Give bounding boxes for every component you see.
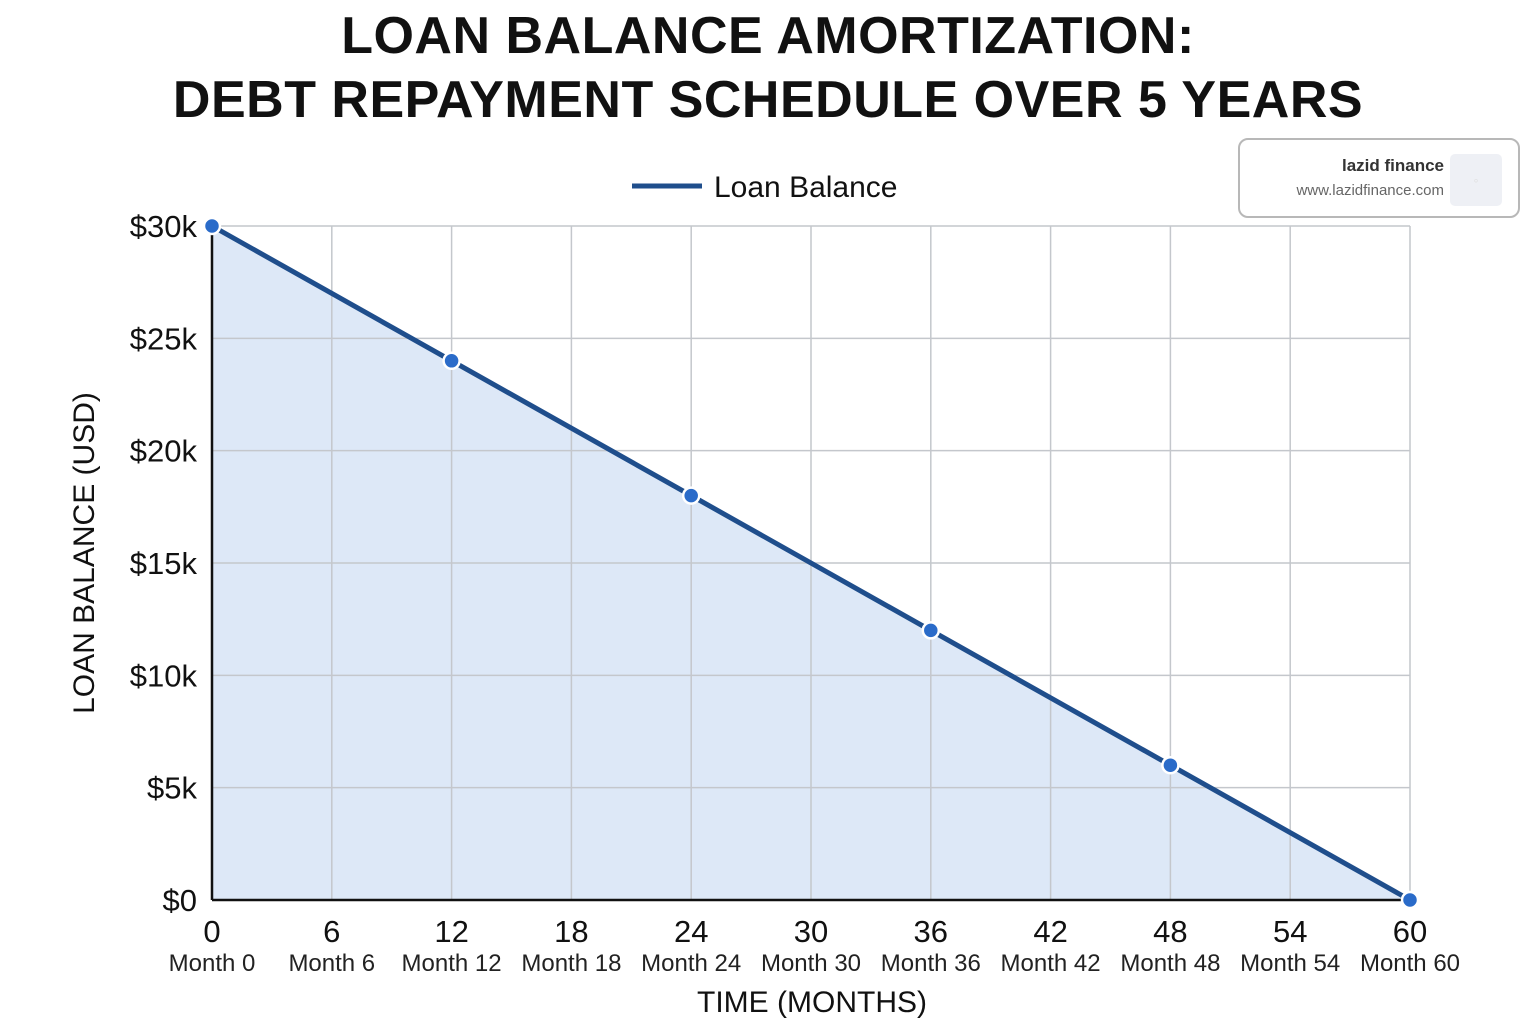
chart-title-line-2: DEBT REPAYMENT SCHEDULE OVER 5 YEARS: [172, 71, 1364, 129]
series-line: [210, 223, 1412, 903]
x-sub-label: Month 54: [1240, 950, 1340, 977]
y-tick-label: $15k: [130, 546, 198, 581]
watermark-url: www.lazidfinance.com: [1296, 182, 1444, 199]
legend-label: Loan Balance: [714, 171, 898, 204]
x-tick-label: 0: [203, 914, 220, 949]
x-tick-label: 42: [1033, 914, 1067, 949]
x-sub-label: Month 30: [761, 950, 861, 977]
x-tick-label: 60: [1393, 914, 1427, 949]
x-sub-label: Month 24: [641, 950, 741, 977]
x-sub-label: Month 60: [1360, 950, 1460, 977]
x-sub-label: Month 42: [1001, 950, 1101, 977]
y-tick-label: $10k: [130, 658, 198, 693]
x-tick-label: 48: [1153, 914, 1187, 949]
watermark: lazid finance www.lazidfinance.com ◦: [1238, 138, 1520, 218]
y-tick-label: $25k: [130, 321, 198, 356]
y-tick-label: $30k: [130, 209, 198, 244]
data-point: [921, 621, 941, 640]
data-point: [681, 486, 701, 505]
y-tick-label: $20k: [130, 434, 198, 469]
watermark-logo-icon: ◦: [1450, 154, 1502, 206]
y-axis-title: LOAN BALANCE (USD): [68, 392, 101, 714]
y-tick-label: $5k: [147, 771, 197, 806]
x-sub-label: Month 12: [402, 950, 502, 977]
data-point: [442, 351, 461, 371]
data-point: [1161, 755, 1180, 775]
data-point: [202, 216, 222, 236]
x-sub-label: Month 36: [881, 950, 981, 977]
data-point: [1400, 890, 1420, 910]
x-tick-label: 54: [1273, 914, 1307, 949]
x-sub-label: Month 0: [169, 950, 256, 977]
y-tick-label: $0: [163, 883, 197, 918]
x-sub-label: Month 18: [521, 950, 621, 977]
x-tick-label: 30: [794, 914, 828, 949]
watermark-name: lazid finance: [1341, 156, 1444, 175]
x-sub-label: Month 48: [1120, 950, 1220, 977]
x-tick-label: 24: [674, 914, 708, 949]
x-tick-label: 6: [323, 914, 340, 949]
x-tick-label: 18: [554, 914, 588, 949]
x-axis-title: TIME (MONTHS): [697, 986, 927, 1019]
x-tick-label: 36: [914, 914, 948, 949]
x-sub-label: Month 6: [288, 950, 375, 977]
chart-title-line-1: LOAN BALANCE AMORTIZATION:: [341, 7, 1195, 65]
x-tick-label: 12: [434, 914, 468, 949]
